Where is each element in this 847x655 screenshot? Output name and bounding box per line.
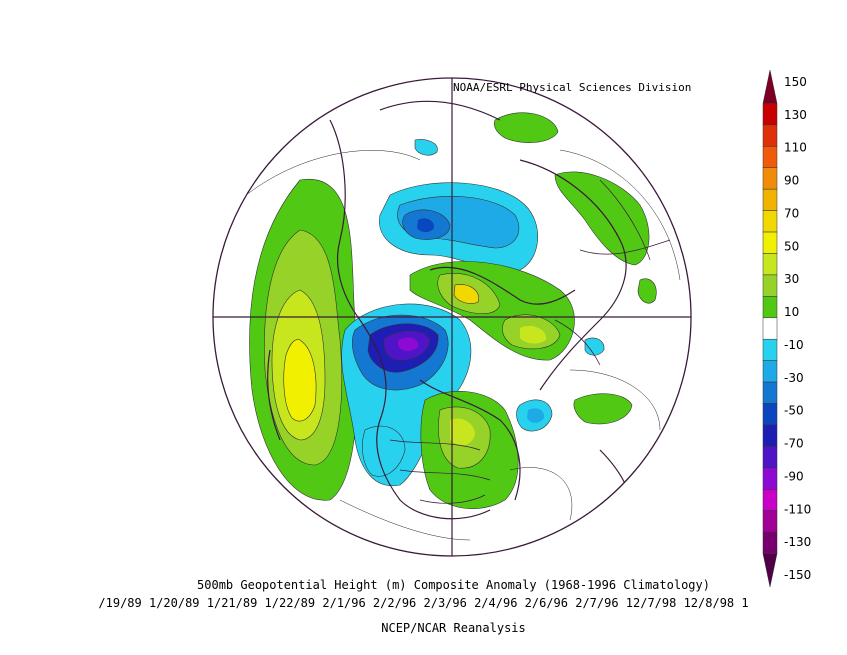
- colorbar-tick-label: -150: [784, 568, 811, 582]
- colorbar-tick-label: 90: [784, 174, 799, 188]
- colorbar-swatch: [762, 124, 778, 147]
- borders: [389, 179, 671, 504]
- colorbar-tick-label: -10: [784, 338, 804, 352]
- siberia-low-anomaly: [516, 337, 605, 432]
- colorbar-swatch: [762, 253, 778, 276]
- colorbar-tick-label: 50: [784, 239, 799, 253]
- colorbar-swatch: [762, 167, 778, 190]
- colorbar-tick-label: 110: [784, 141, 807, 155]
- alaska-ridge-anomaly: [409, 261, 575, 361]
- polar-boundary: [212, 77, 692, 557]
- coastlines: [267, 100, 634, 531]
- arctic-low-anomaly: [379, 139, 538, 272]
- colorbar-swatch: [762, 231, 778, 254]
- colorbar-swatch: [762, 531, 778, 554]
- colorbar-tick-label: 30: [784, 272, 799, 286]
- colorbar-tick-label: -130: [784, 535, 811, 549]
- figure-title: 500mb Geopotential Height (m) Composite …: [197, 578, 710, 592]
- colorbar-swatch: [762, 403, 778, 426]
- colorbar-tick-label: -90: [784, 469, 804, 483]
- colorbar: 150 130 110 90 70 50 30 10 -10 -30 -50 -70 -90 -110 -1…: [762, 69, 811, 588]
- anomaly-field: [213, 78, 691, 556]
- colorbar-swatch: [762, 510, 778, 533]
- composite-dates: /19/89 1/20/89 1/21/89 1/22/89 2/1/96 2/…: [98, 596, 749, 610]
- colorbar-swatch: [762, 467, 778, 490]
- colorbar-swatch: [762, 317, 778, 340]
- colorbar-swatch: [762, 103, 778, 126]
- atlantic-ridge-anomaly: [494, 112, 657, 425]
- colorbar-swatch: [762, 188, 778, 211]
- colorbar-tick-label: -70: [784, 437, 804, 451]
- colorbar-tick-label: -110: [784, 502, 811, 516]
- colorbar-swatch: [762, 210, 778, 233]
- colorbar-tick-label: 70: [784, 206, 799, 220]
- colorbar-swatch: [762, 553, 778, 588]
- credit-label: NOAA/ESRL Physical Sciences Division: [453, 81, 692, 94]
- colorbar-swatch: [762, 360, 778, 383]
- colorbar-swatch: [762, 69, 778, 104]
- colorbar-swatch: [762, 446, 778, 469]
- colorbar-swatch: [762, 296, 778, 319]
- colorbar-swatch: [762, 381, 778, 404]
- colorbar-swatch: [762, 338, 778, 361]
- data-source-label: NCEP/NCAR Reanalysis: [381, 621, 526, 635]
- colorbar-swatch: [762, 424, 778, 447]
- canada-trough-anomaly: [341, 303, 472, 487]
- north-america-ridge-anomaly: [420, 390, 519, 510]
- pacific-ridge-anomaly: [249, 178, 358, 501]
- colorbar-tick-label: -50: [784, 404, 804, 418]
- colorbar-swatch: [762, 489, 778, 511]
- colorbar-tick-label: 10: [784, 305, 799, 319]
- contour-lines: [239, 149, 681, 541]
- colorbar-tick-label: 130: [784, 108, 807, 122]
- colorbar-tick-label: -30: [784, 371, 804, 385]
- colorbar-swatch: [762, 274, 778, 297]
- colorbar-swatch: [762, 146, 778, 168]
- colorbar-tick-label: 150: [784, 75, 807, 89]
